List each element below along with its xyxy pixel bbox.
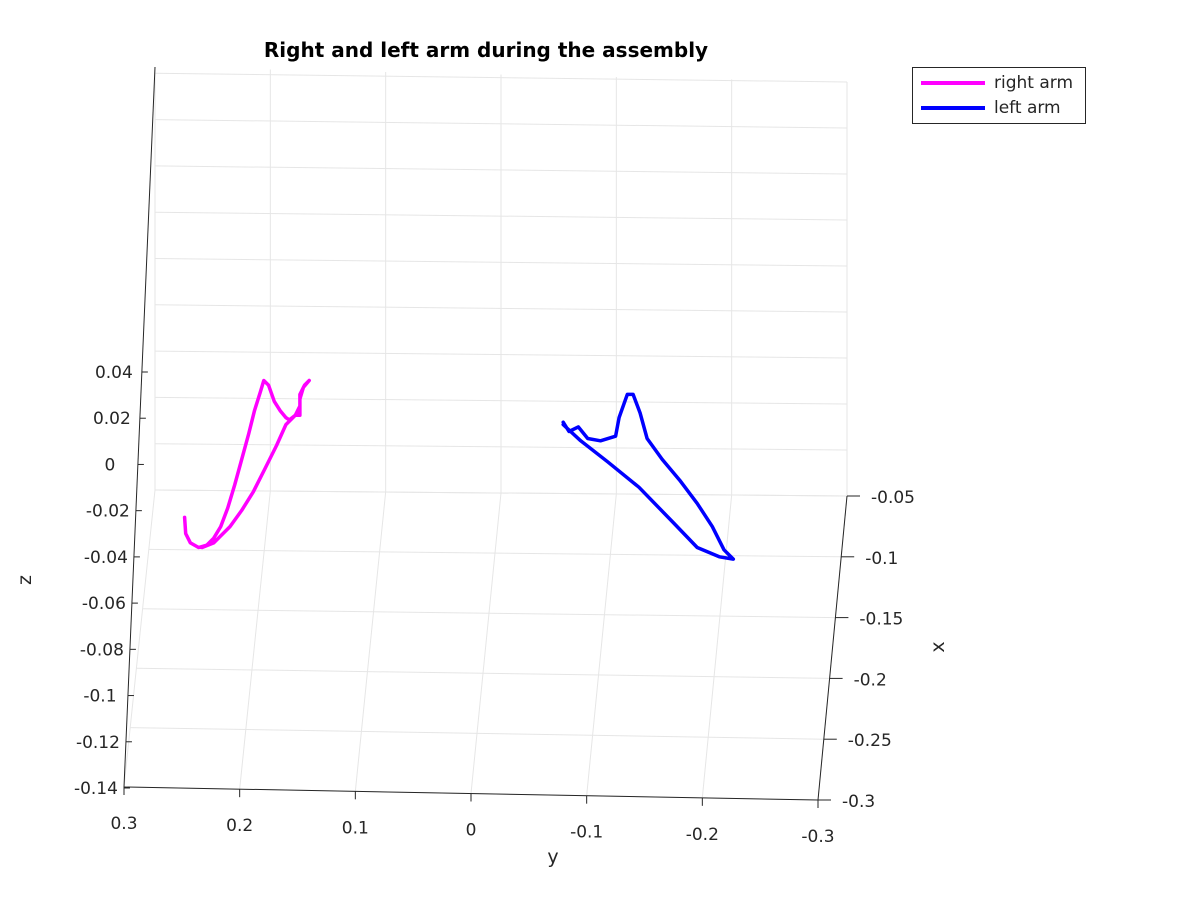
- x-tick-label: -0.2: [854, 670, 887, 690]
- grid-line-floor-x: [148, 548, 842, 558]
- y-tick-label: -0.3: [801, 827, 834, 847]
- x-axis-line: [817, 495, 848, 801]
- grid-line-horizontal: [154, 396, 848, 405]
- grid-line-horizontal: [154, 258, 848, 267]
- data-series: [182, 378, 736, 561]
- legend-item-left-arm: left arm: [921, 96, 1061, 120]
- z-tick-label: 0.04: [95, 363, 133, 383]
- z-tick-label: 0: [104, 455, 115, 475]
- z-tick-label: -0.12: [76, 733, 120, 753]
- legend-label-right-arm: right arm: [994, 73, 1074, 93]
- chart-labels: 0.04 0.02 0 -0.02 -0.04 -0.06 -0.08 -0.1 -0.12 -0…: [74, 363, 915, 847]
- chart-title: Right and left arm during the assembly: [264, 38, 708, 62]
- grid-line-floor: [701, 494, 733, 798]
- legend-label-left-arm: left arm: [994, 98, 1061, 118]
- z-tick-label: -0.08: [80, 640, 124, 660]
- legend-swatch-right-arm: [921, 81, 985, 85]
- grid-line-floor: [123, 489, 156, 788]
- grid-line-floor-x: [136, 667, 830, 679]
- grid-line-horizontal: [154, 443, 848, 451]
- legend-swatch-left-arm: [921, 106, 985, 110]
- x-tick-label: -0.1: [865, 549, 898, 569]
- series-line-right-arm: [182, 378, 311, 550]
- legend-item-right-arm: right arm: [921, 71, 1073, 95]
- y-tick-label: -0.1: [570, 823, 603, 843]
- grid-line-floor: [470, 492, 502, 794]
- y-tick-label: -0.2: [686, 825, 719, 845]
- grid-line-floor-x: [142, 608, 836, 619]
- grid-line-horizontal: [154, 165, 848, 175]
- y-tick-label: 0.1: [342, 818, 369, 838]
- x-tick-label: -0.15: [859, 610, 903, 630]
- grid-line-floor-x: [154, 489, 848, 497]
- z-axis-line: [123, 66, 156, 788]
- grid-line-floor: [239, 490, 271, 790]
- z-tick-label: 0.02: [93, 409, 131, 429]
- grid-line-horizontal: [154, 304, 848, 313]
- y-tick-label: 0.3: [110, 814, 137, 834]
- x-axis-label: x: [927, 641, 949, 652]
- z-tick-label: -0.02: [86, 502, 130, 522]
- y-axis-label: y: [547, 846, 558, 868]
- grid-line-floor: [586, 493, 617, 796]
- z-tick-label: -0.14: [74, 779, 118, 799]
- z-axis-label: z: [14, 575, 36, 585]
- x-tick-label: -0.05: [871, 488, 915, 508]
- axes: [123, 66, 860, 808]
- y-tick-label: 0: [466, 821, 477, 841]
- z-tick-label: -0.1: [83, 687, 116, 707]
- z-tick-label: -0.06: [82, 594, 126, 614]
- grid-line-floor: [354, 491, 387, 792]
- z-tick-label: -0.04: [84, 548, 128, 568]
- grid-lines: [123, 67, 848, 801]
- grid-line-horizontal: [154, 72, 848, 83]
- grid-line-horizontal: [154, 119, 848, 129]
- grid-line-horizontal: [154, 350, 848, 359]
- x-tick-label: -0.3: [842, 792, 875, 812]
- series-line-left-arm: [561, 392, 736, 561]
- grid-line-horizontal: [154, 211, 848, 221]
- y-tick-label: 0.2: [226, 816, 253, 836]
- grid-line-floor-x: [130, 727, 824, 740]
- legend: right arm left arm: [912, 67, 1086, 124]
- x-tick-label: -0.25: [848, 731, 892, 751]
